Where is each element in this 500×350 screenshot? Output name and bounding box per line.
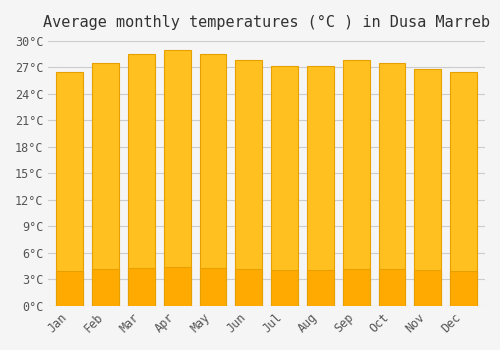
Bar — [307, 270, 334, 306]
Bar — [378, 63, 406, 306]
Bar — [271, 66, 298, 306]
Bar — [414, 69, 441, 306]
Bar — [128, 268, 155, 306]
Bar — [378, 270, 406, 306]
Bar — [128, 54, 155, 306]
Bar — [236, 269, 262, 306]
Bar — [414, 270, 441, 306]
Bar — [200, 268, 226, 306]
Bar — [271, 270, 298, 306]
Bar — [56, 72, 84, 306]
Bar — [307, 66, 334, 306]
Bar — [164, 50, 190, 306]
Bar — [92, 63, 119, 306]
Bar — [236, 60, 262, 306]
Bar — [342, 269, 369, 306]
Bar — [56, 271, 84, 306]
Bar — [450, 72, 477, 306]
Bar — [200, 54, 226, 306]
Bar — [450, 271, 477, 306]
Bar — [164, 267, 190, 306]
Title: Average monthly temperatures (°C ) in Dusa Marreb: Average monthly temperatures (°C ) in Du… — [43, 15, 490, 30]
Bar — [342, 60, 369, 306]
Bar — [92, 270, 119, 306]
